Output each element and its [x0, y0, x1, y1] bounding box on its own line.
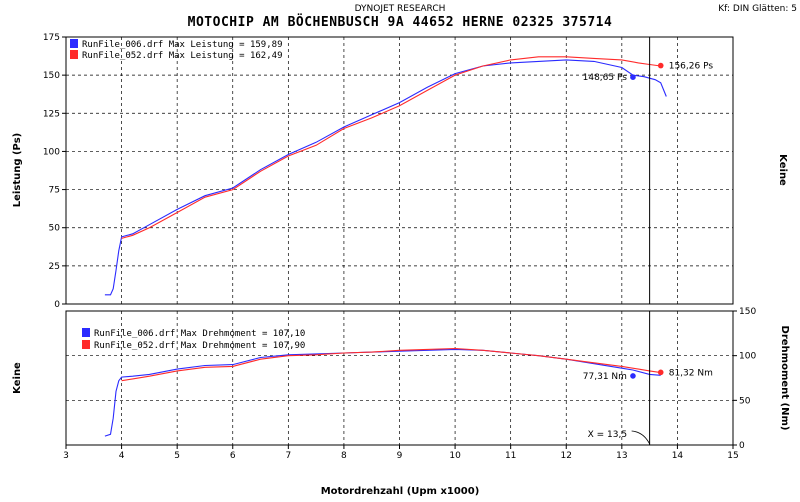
legend-swatch-red: [70, 50, 78, 59]
y-tick-label: 25: [49, 262, 60, 272]
torque-marker-2: [630, 373, 636, 379]
torque-marker-1: [657, 369, 664, 376]
x-tick-label: 5: [174, 451, 180, 461]
y-tick-label: 150: [739, 307, 756, 317]
cursor-label-leader: [631, 430, 650, 445]
power-annotation-label: 156,26 Ps: [669, 62, 714, 72]
power-series-line-2: [121, 56, 661, 239]
x-tick-label: 12: [561, 451, 572, 461]
torque-annotations: 81,32 Nm 77,31 Nm: [583, 368, 713, 382]
power-panel: 0 25 50 75 100 125 150 175 156,26 Ps 148,65 Ps R…: [12, 33, 788, 310]
power-right-axis-label: Keine: [777, 154, 788, 186]
power-grid: [66, 37, 733, 304]
y-tick-label: 100: [43, 147, 60, 157]
legend-entry-run052-torque: RunFile_052.drf Max Drehmoment = 107,90: [94, 341, 305, 351]
torque-legend: RunFile_006.drf Max Drehmoment = 107,10 …: [82, 328, 305, 351]
y-tick-label: 75: [49, 186, 60, 196]
header-vendor: DYNOJET RESEARCH: [355, 4, 446, 14]
header-title: MOTOCHIP AM BÖCHENBUSCH 9A 44652 HERNE 0…: [188, 14, 613, 30]
x-tick-label: 13: [616, 451, 627, 461]
x-axis-label: Motordrehzahl (Upm x1000): [321, 486, 480, 497]
x-tick-label: 10: [449, 451, 461, 461]
legend-entry-run006-torque: RunFile_006.drf Max Drehmoment = 107,10: [94, 329, 305, 339]
torque-grid: [66, 311, 733, 445]
power-y-ticks: 0 25 50 75 100 125 150 175: [43, 33, 66, 310]
x-tick-label: 3: [63, 451, 69, 461]
legend-swatch-red: [82, 340, 90, 349]
y-tick-label: 150: [43, 71, 60, 81]
torque-panel: 0 50 100 150 81,32 Nm 77,31 Nm X = 13,5 RunF…: [12, 307, 790, 497]
cursor-x-readout: X = 13,5: [588, 430, 627, 440]
x-tick-label: 11: [505, 451, 516, 461]
legend-swatch-blue: [82, 328, 90, 337]
x-tick-label: 6: [230, 451, 236, 461]
legend-swatch-blue: [70, 39, 78, 48]
rpm-x-ticks: 3 4 5 6 7 8 9 10 11 12 13 14 15: [63, 445, 739, 461]
power-annotations: 156,26 Ps 148,65 Ps: [583, 62, 714, 84]
power-legend: RunFile_006.drf Max Leistung = 159,89 Ru…: [70, 39, 282, 61]
power-marker-2: [630, 74, 636, 81]
header-settings: Kf: DIN Glätten: 5: [718, 4, 797, 14]
torque-left-axis-label: Keine: [12, 362, 23, 394]
y-tick-label: 125: [43, 109, 60, 119]
torque-annotation-label: 81,32 Nm: [669, 368, 713, 378]
torque-annotation-label: 77,31 Nm: [583, 372, 627, 382]
y-tick-label: 50: [49, 224, 61, 234]
x-tick-label: 7: [285, 451, 291, 461]
legend-entry-run052-power: RunFile_052.drf Max Leistung = 162,49: [82, 51, 282, 61]
y-tick-label: 0: [739, 441, 745, 451]
legend-entry-run006-power: RunFile_006.drf Max Leistung = 159,89: [82, 40, 282, 50]
power-marker-1: [657, 62, 664, 69]
torque-series: [104, 347, 661, 437]
y-tick-label: 100: [739, 352, 756, 362]
x-tick-label: 15: [727, 451, 738, 461]
y-tick-label: 50: [739, 396, 751, 406]
torque-series-line-2: [121, 347, 661, 382]
y-tick-label: 0: [54, 300, 60, 310]
power-annotation-label: 148,65 Ps: [583, 73, 628, 83]
x-tick-label: 8: [341, 451, 347, 461]
power-y-axis-label: Leistung (Ps): [12, 133, 23, 207]
x-tick-label: 9: [397, 451, 403, 461]
y-tick-label: 175: [43, 33, 60, 43]
x-tick-label: 4: [119, 451, 125, 461]
torque-y-axis-label: Drehmoment (Nm): [779, 326, 790, 431]
x-tick-label: 14: [672, 451, 684, 461]
torque-y-ticks: 0 50 100 150: [733, 307, 756, 451]
